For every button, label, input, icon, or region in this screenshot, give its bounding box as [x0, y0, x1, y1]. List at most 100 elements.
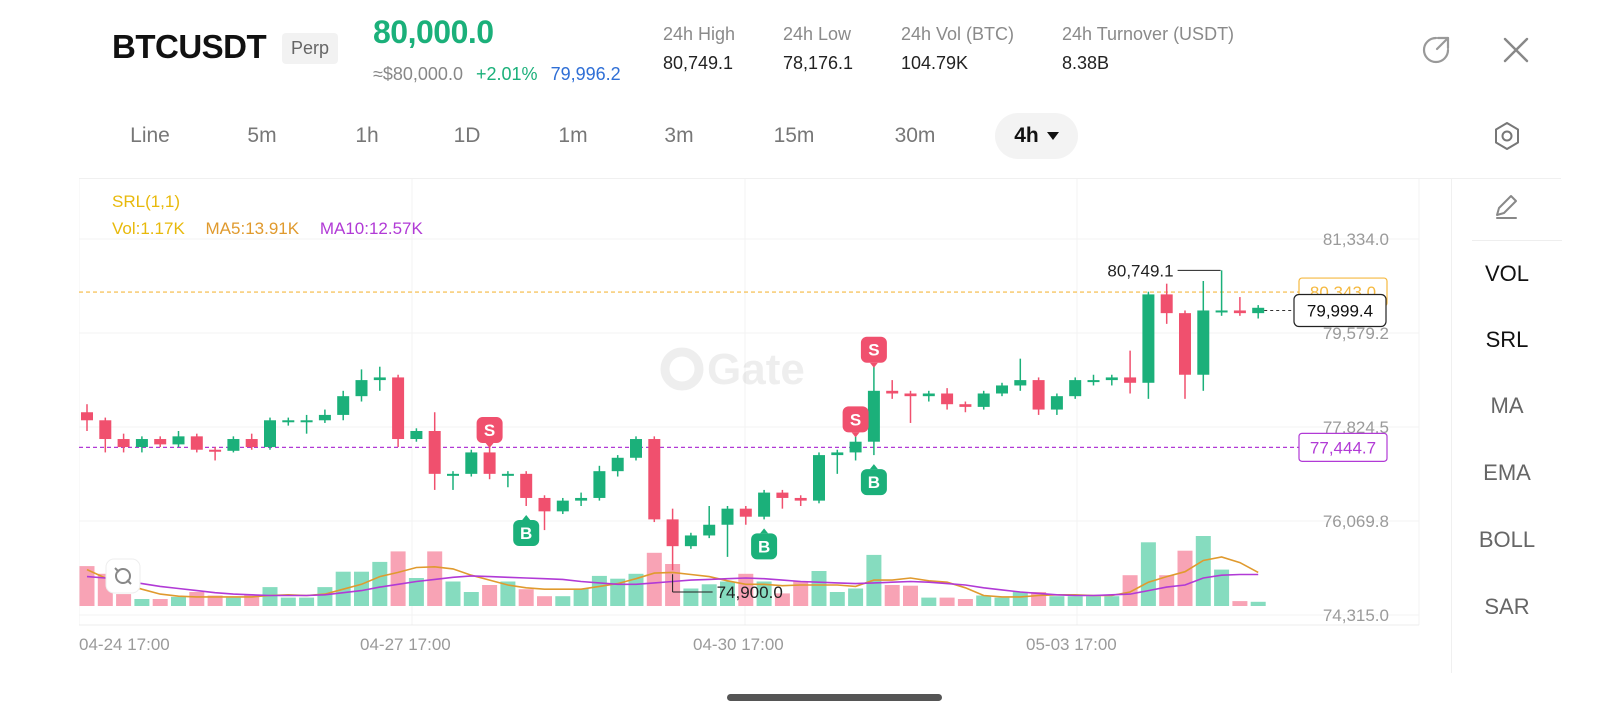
indicator-srl[interactable]: SRL — [1485, 327, 1529, 352]
volume-bar-up — [1250, 601, 1266, 606]
candle-body — [337, 396, 350, 415]
extreme-annotations: 80,749.1 74,900.0 — [672, 261, 1221, 602]
volume-bar-up — [1049, 596, 1065, 606]
change-percent: +2.01% — [475, 64, 538, 84]
tab-3m[interactable]: 3m — [664, 124, 694, 147]
candle-up — [300, 414, 313, 434]
candle-body — [556, 500, 569, 512]
tab-1h[interactable]: 1h — [355, 124, 379, 147]
y-tick-label: 76,069.8 — [1323, 512, 1389, 531]
candle-up — [593, 465, 606, 501]
volume-bar-down — [884, 585, 900, 606]
volume-bar-up — [848, 588, 864, 606]
signal-label: B — [520, 524, 532, 543]
volume-bar-up — [610, 578, 626, 606]
kline-chart[interactable]: Gate 81,334.0 79,579.2 77,824.5 76,069.8 74,3… — [79, 179, 1451, 674]
tab-4h-label: 4h — [1014, 124, 1039, 147]
candle-up — [1050, 393, 1063, 415]
sell-signal: S — [842, 406, 869, 438]
srl-legend: SRL(1,1) — [112, 192, 181, 211]
kline-chart-area[interactable]: Gate 81,334.0 79,579.2 77,824.5 76,069.8 74,3… — [79, 178, 1561, 673]
volume-bar-up — [1104, 596, 1120, 606]
candle-body — [959, 404, 972, 407]
candle-body — [373, 377, 386, 381]
sell-signal: S — [860, 336, 887, 368]
candle-up — [867, 366, 880, 456]
volume-bar-down — [793, 581, 809, 606]
signal-badge — [842, 406, 869, 433]
volume-bar-down — [482, 585, 498, 606]
tab-line[interactable]: Line — [130, 124, 170, 147]
candle-body — [593, 471, 606, 498]
tab-5m[interactable]: 5m — [247, 124, 277, 147]
volume-bar-down — [79, 566, 95, 606]
candle-up — [831, 449, 844, 474]
x-tick-label: 04-24 17:00 — [79, 635, 170, 654]
candle-down — [1032, 377, 1045, 415]
signal-badge — [751, 533, 778, 560]
candle-up — [575, 492, 588, 506]
home-indicator[interactable] — [727, 694, 942, 701]
indicator-boll[interactable]: BOLL — [1478, 527, 1536, 552]
candle-body — [190, 436, 203, 450]
candle-body — [81, 412, 93, 421]
tab-15m[interactable]: 15m — [773, 124, 815, 147]
candle-down — [99, 417, 112, 453]
candle-body — [1014, 380, 1027, 386]
stat-24h-low: 24h Low 78,176.1 — [783, 24, 853, 74]
buy-signal: B — [513, 514, 540, 546]
tab-30m[interactable]: 30m — [894, 124, 936, 147]
candle-up — [1087, 374, 1100, 386]
candle-up — [172, 430, 185, 448]
price-tag-box — [1293, 293, 1387, 328]
candle-up — [1197, 280, 1210, 391]
y-tick-label: 77,824.5 — [1323, 418, 1389, 437]
candle-body — [1233, 310, 1246, 314]
indicator-ma[interactable]: MA — [1490, 393, 1524, 418]
volume-bar-up — [262, 587, 278, 606]
candle-body — [1105, 377, 1118, 381]
candle-body — [977, 393, 990, 407]
share-icon[interactable] — [1420, 34, 1452, 66]
last-price: 80,000.0 — [373, 14, 494, 50]
candle-up — [465, 449, 478, 477]
approx-usd-value: ≈$80,000.0 — [373, 64, 463, 84]
volume-bar-up — [701, 584, 717, 606]
high-price-label: 80,749.1 — [1107, 261, 1173, 280]
volume-bar-up — [134, 599, 150, 606]
tab-4h[interactable]: 4h — [995, 113, 1078, 159]
expand-chart-icon[interactable] — [105, 558, 141, 594]
candle-body — [611, 457, 624, 472]
close-icon[interactable] — [1500, 34, 1532, 66]
timeframe-tabs: Line 5m 1h 1D 1m 3m 15m 30m 4h — [0, 113, 1604, 159]
candle-body — [1197, 310, 1210, 375]
volume-bar-down — [939, 597, 955, 606]
x-tick-label: 05-03 17:00 — [1026, 635, 1117, 654]
candle-body — [849, 441, 862, 453]
stat-value: 8.38B — [1062, 53, 1110, 73]
tab-1m[interactable]: 1m — [558, 124, 588, 147]
volume-bar-up — [354, 571, 369, 606]
indicator-sar[interactable]: SAR — [1484, 594, 1530, 619]
candle-up — [373, 366, 386, 391]
tab-1d[interactable]: 1D — [453, 124, 481, 147]
chart-settings-icon[interactable] — [1492, 121, 1522, 151]
indicator-side-panel: VOL SRL MA EMA BOLL SAR — [1451, 178, 1562, 673]
candle-body — [447, 473, 459, 476]
indicator-ema[interactable]: EMA — [1483, 460, 1531, 485]
stat-label: 24h High — [663, 24, 736, 44]
indicator-vol[interactable]: VOL — [1484, 261, 1530, 286]
pair-symbol[interactable]: BTCUSDT — [112, 28, 267, 65]
price-subline: ≈$80,000.0 +2.01% 79,996.2 — [373, 64, 629, 85]
support-price-tag: 77,444.7 — [1298, 432, 1388, 462]
candle-up — [556, 497, 569, 515]
volume-bar-down — [1122, 575, 1138, 606]
candle-body — [1215, 310, 1228, 313]
pencil-draw-icon[interactable] — [1490, 190, 1522, 222]
candle-up — [1252, 305, 1265, 319]
candle-body — [520, 473, 533, 498]
candle-up — [630, 436, 642, 461]
candle-body — [410, 430, 423, 440]
candle-down — [209, 447, 222, 461]
candle-up — [1142, 291, 1155, 399]
